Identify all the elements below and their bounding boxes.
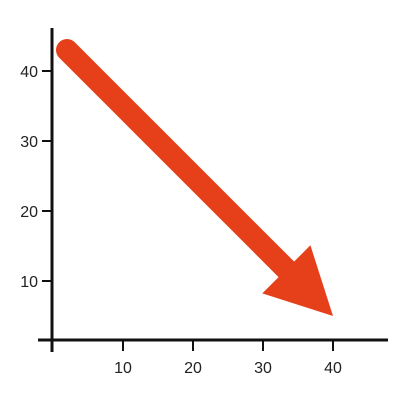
x-tick-label: 20	[184, 360, 202, 377]
ticks: 10 20 30 40 10 20 30 40	[20, 64, 342, 377]
arrow-head	[262, 245, 333, 316]
y-tick-label: 40	[20, 64, 38, 81]
x-tick-label: 10	[114, 360, 132, 377]
x-tick-label: 40	[324, 360, 342, 377]
plot-area	[56, 39, 333, 316]
arrow-shaft	[56, 39, 302, 285]
axes	[38, 28, 388, 352]
y-tick-label: 20	[20, 204, 38, 221]
y-tick-label: 30	[20, 134, 38, 151]
y-tick-label: 10	[20, 274, 38, 291]
x-tick-label: 30	[254, 360, 272, 377]
